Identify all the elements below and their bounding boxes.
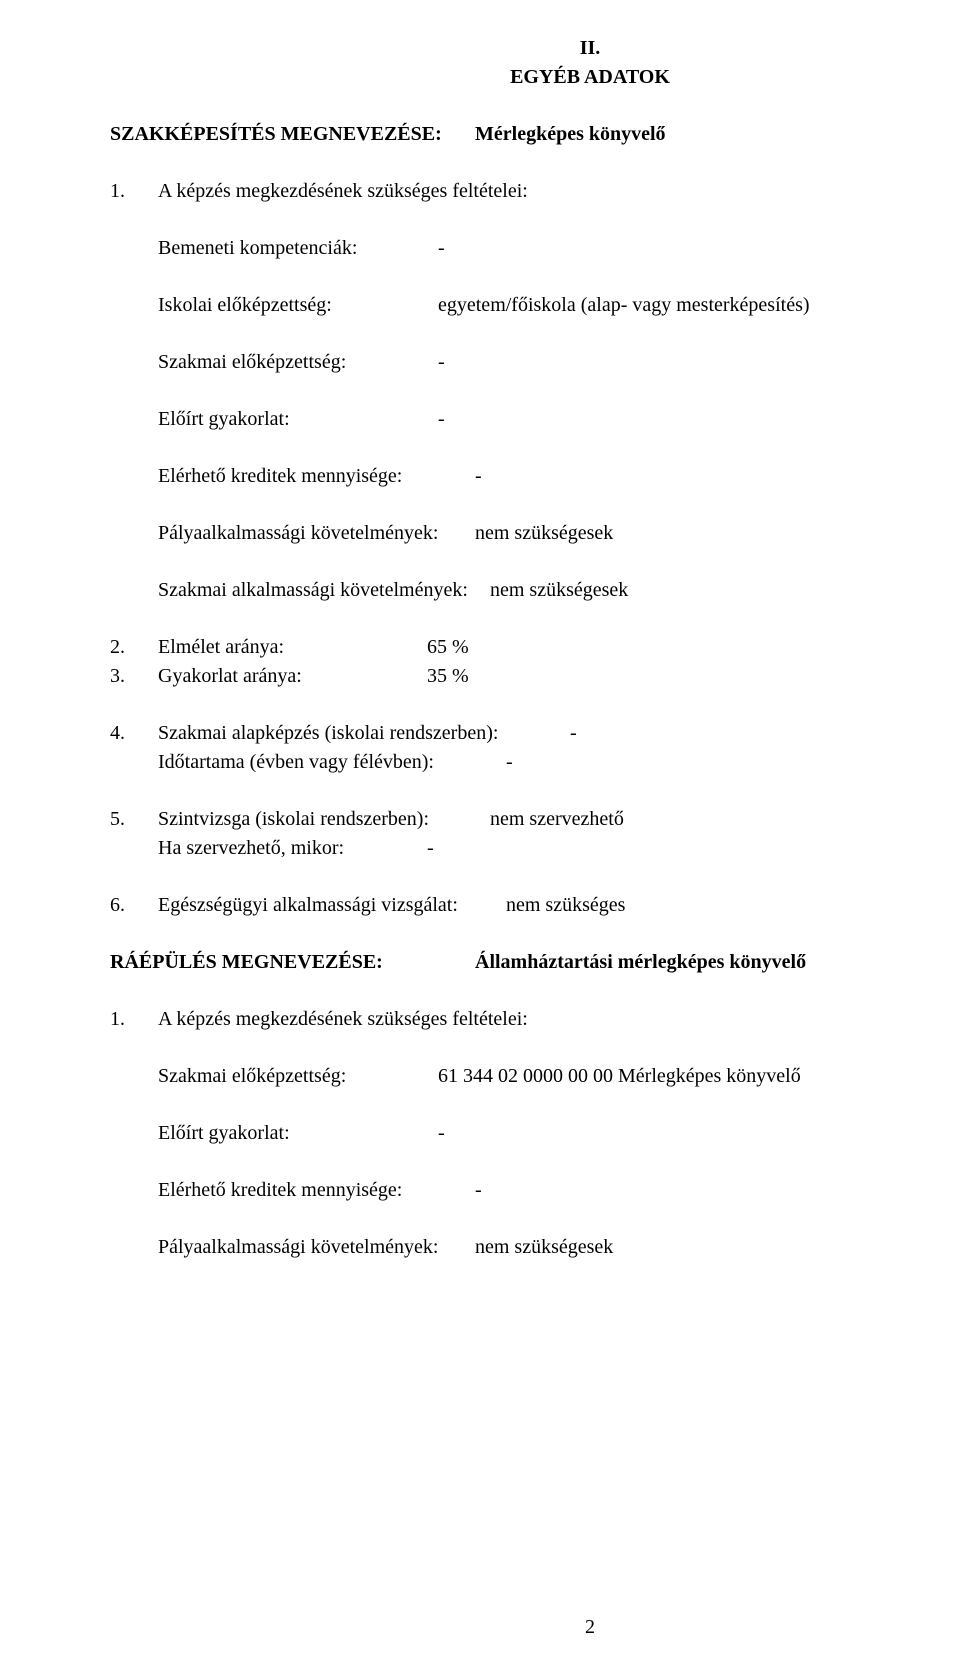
section-1-title: A képzés megkezdésének szükséges feltéte…: [158, 177, 960, 206]
section-4-line2-label: Időtartama (évben vagy félévben):: [158, 748, 506, 777]
s1-row-4: Előírt gyakorlat: -: [158, 405, 960, 434]
s1-row-5-value: -: [475, 462, 960, 491]
section-5-num: 5.: [110, 805, 158, 863]
section-2-value: 65 %: [427, 633, 469, 662]
section-4-num: 4.: [110, 719, 158, 777]
s1-row-4-value: -: [438, 405, 960, 434]
s1-row-2: Iskolai előképzettség: egyetem/főiskola …: [158, 291, 960, 320]
ext-s1-row-3-label: Elérhető kreditek mennyisége:: [158, 1176, 475, 1205]
section-6: 6. Egészségügyi alkalmassági vizsgálat: …: [110, 891, 960, 920]
qualification-value: Mérlegképes könyvelő: [475, 120, 960, 149]
s1-row-6-value: nem szükségesek: [475, 519, 960, 548]
s1-row-3-value: -: [438, 348, 960, 377]
s1-row-3-label: Szakmai előképzettség:: [158, 348, 438, 377]
ext-s1-row-2-label: Előírt gyakorlat:: [158, 1119, 438, 1148]
s1-row-2-label: Iskolai előképzettség:: [158, 291, 438, 320]
section-6-num: 6.: [110, 891, 158, 920]
ext-section-1-num: 1.: [110, 1005, 158, 1034]
s1-row-1: Bemeneti kompetenciák: -: [158, 234, 960, 263]
ext-s1-row-1: Szakmai előképzettség: 61 344 02 0000 00…: [158, 1062, 960, 1091]
section-6-label: Egészségügyi alkalmassági vizsgálat:: [158, 891, 506, 920]
s1-row-1-value: -: [438, 234, 960, 263]
ext-s1-row-3-value: -: [475, 1176, 960, 1205]
ext-section-1-title: A képzés megkezdésének szükséges feltéte…: [158, 1005, 960, 1034]
section-6-value: nem szükséges: [506, 891, 625, 920]
section-3-num: 3.: [110, 662, 158, 691]
section-4-line1-label: Szakmai alapképzés (iskolai rendszerben)…: [158, 719, 570, 748]
section-3-value: 35 %: [427, 662, 469, 691]
s1-row-7-label: Szakmai alkalmassági követelmények:: [158, 576, 490, 605]
section-3: 3. Gyakorlat aránya: 35 %: [110, 662, 960, 691]
section-1-num: 1.: [110, 177, 158, 206]
header-roman: II.: [110, 34, 960, 63]
section-3-label: Gyakorlat aránya:: [158, 662, 427, 691]
section-4-line1-value: -: [570, 719, 577, 748]
ext-s1-row-1-value: 61 344 02 0000 00 00 Mérlegképes könyvel…: [438, 1062, 960, 1091]
section-2: 2. Elmélet aránya: 65 %: [110, 633, 960, 662]
s1-row-5-label: Elérhető kreditek mennyisége:: [158, 462, 475, 491]
s1-row-5: Elérhető kreditek mennyisége: -: [158, 462, 960, 491]
section-2-label: Elmélet aránya:: [158, 633, 427, 662]
qualification-row: SZAKKÉPESÍTÉS MEGNEVEZÉSE: Mérlegképes k…: [110, 120, 960, 149]
s1-row-1-label: Bemeneti kompetenciák:: [158, 234, 438, 263]
section-1: 1. A képzés megkezdésének szükséges felt…: [110, 177, 960, 206]
ext-s1-row-4-value: nem szükségesek: [475, 1233, 960, 1262]
ext-s1-row-4: Pályaalkalmassági követelmények: nem szü…: [158, 1233, 960, 1262]
s1-row-7-value: nem szükségesek: [490, 576, 960, 605]
s1-row-6-label: Pályaalkalmassági követelmények:: [158, 519, 475, 548]
section-4-line2-value: -: [506, 748, 513, 777]
extension-label: RÁÉPÜLÉS MEGNEVEZÉSE:: [110, 948, 475, 977]
header-title: EGYÉB ADATOK: [110, 63, 960, 92]
ext-section-1: 1. A képzés megkezdésének szükséges felt…: [110, 1005, 960, 1034]
extension-value: Államháztartási mérlegképes könyvelő: [475, 948, 960, 977]
section-4: 4. Szakmai alapképzés (iskolai rendszerb…: [110, 719, 960, 777]
section-5-line2-label: Ha szervezhető, mikor:: [158, 834, 427, 863]
section-5-line2-value: -: [427, 834, 434, 863]
extension-row: RÁÉPÜLÉS MEGNEVEZÉSE: Államháztartási mé…: [110, 948, 960, 977]
ext-s1-row-2: Előírt gyakorlat: -: [158, 1119, 960, 1148]
ext-s1-row-4-label: Pályaalkalmassági követelmények:: [158, 1233, 475, 1262]
section-5-line1-label: Szintvizsga (iskolai rendszerben):: [158, 805, 490, 834]
s1-row-4-label: Előírt gyakorlat:: [158, 405, 438, 434]
s1-row-7: Szakmai alkalmassági követelmények: nem …: [158, 576, 960, 605]
ext-s1-row-3: Elérhető kreditek mennyisége: -: [158, 1176, 960, 1205]
ext-s1-row-2-value: -: [438, 1119, 960, 1148]
section-5-line1-value: nem szervezhető: [490, 805, 624, 834]
s1-row-2-value: egyetem/főiskola (alap- vagy mesterképes…: [438, 291, 960, 320]
qualification-label: SZAKKÉPESÍTÉS MEGNEVEZÉSE:: [110, 120, 475, 149]
ext-s1-row-1-label: Szakmai előképzettség:: [158, 1062, 438, 1091]
s1-row-3: Szakmai előképzettség: -: [158, 348, 960, 377]
page-number: 2: [110, 1613, 960, 1642]
section-2-num: 2.: [110, 633, 158, 662]
section-5: 5. Szintvizsga (iskolai rendszerben): ne…: [110, 805, 960, 863]
s1-row-6: Pályaalkalmassági követelmények: nem szü…: [158, 519, 960, 548]
